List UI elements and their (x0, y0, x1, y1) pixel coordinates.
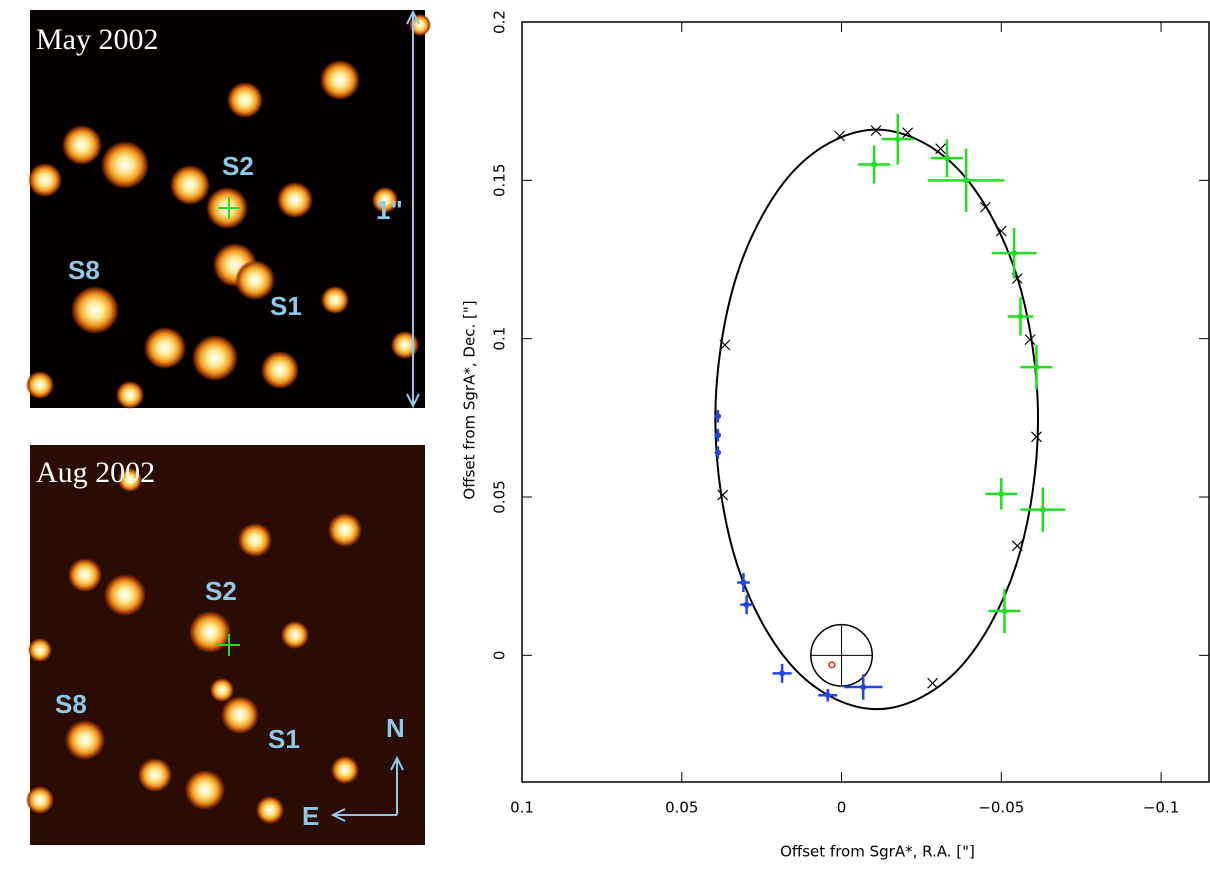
data-point (1011, 250, 1017, 256)
star (71, 286, 119, 334)
y-tick-label: 0 (491, 651, 509, 661)
data-point (895, 136, 901, 142)
star (192, 335, 238, 381)
star (238, 523, 272, 557)
y-tick-label: 0.05 (491, 480, 509, 513)
model-point (1031, 432, 1041, 442)
star-label: S8 (68, 255, 100, 285)
data-point (744, 602, 750, 608)
model-point (980, 202, 990, 212)
y-tick-label: 0.1 (491, 327, 509, 351)
star (391, 331, 419, 359)
star (104, 574, 146, 616)
star (235, 260, 275, 300)
star-label: S8 (55, 689, 87, 719)
data-point (1040, 507, 1046, 513)
star (261, 351, 299, 389)
star (328, 513, 362, 547)
data-point (715, 432, 721, 438)
data-point (944, 155, 950, 161)
star (144, 327, 186, 369)
star (138, 758, 172, 792)
data-point (1017, 314, 1023, 320)
figure: May 2002 S2 S8 S1 1" Aug 2002 S2 S8 S1 N… (0, 0, 1210, 870)
star (116, 381, 144, 409)
star (170, 165, 210, 205)
data-point (779, 670, 785, 676)
model-point (936, 144, 946, 154)
y-axis-label: Offset from SgrA*, Dec. ["] (461, 300, 479, 499)
star (28, 638, 52, 662)
star-label: S2 (222, 151, 254, 181)
star-label: S1 (270, 291, 302, 321)
orbit-plot: 0.1 0.05 0 −0.05 −0.1 0 0.05 0.1 0.15 0.2 Offset f… (461, 10, 1210, 860)
star (185, 770, 225, 810)
star (281, 621, 309, 649)
data-point (825, 692, 831, 698)
figure-canvas: May 2002 S2 S8 S1 1" Aug 2002 S2 S8 S1 N… (0, 0, 1210, 870)
y-tick-label: 0.15 (491, 164, 509, 197)
star (331, 756, 359, 784)
data-point (860, 684, 866, 690)
panel-title: May 2002 (36, 23, 159, 56)
y-tick-label: 0.2 (491, 10, 509, 34)
scale-label: 1" (376, 195, 403, 225)
star (68, 558, 102, 592)
model-point (928, 678, 938, 688)
data-point (1033, 364, 1039, 370)
star (227, 82, 263, 118)
star (221, 696, 259, 734)
star (320, 60, 360, 100)
orbit-line (715, 130, 1038, 710)
data-point (963, 177, 969, 183)
data-point (1001, 608, 1007, 614)
star (210, 678, 234, 702)
data-point (715, 450, 721, 456)
x-tick-label: 0 (837, 799, 847, 817)
star (62, 125, 102, 165)
star (65, 720, 105, 760)
star-label: S1 (268, 724, 300, 754)
x-axis-label: Offset from SgrA*, R.A. ["] (780, 843, 975, 861)
data-point (740, 580, 746, 586)
star (28, 163, 62, 197)
plot-frame (522, 22, 1209, 782)
star (26, 786, 54, 814)
data-point (715, 413, 721, 419)
compass-label: E (302, 801, 319, 831)
x-tick-label: −0.05 (978, 799, 1024, 817)
star (256, 796, 284, 824)
sgra-dot (829, 662, 835, 668)
data-point (998, 491, 1004, 497)
star (101, 141, 149, 189)
x-tick-label: 0.1 (510, 799, 534, 817)
x-tick-label: −0.1 (1143, 799, 1179, 817)
star (26, 371, 54, 399)
x-tick-label: 0.05 (665, 799, 698, 817)
panel-title: Aug 2002 (36, 456, 155, 489)
data-point (871, 162, 877, 168)
star (189, 611, 231, 653)
star (321, 286, 349, 314)
star (277, 182, 313, 218)
star-label: S2 (205, 576, 237, 606)
compass-label: N (386, 713, 405, 743)
